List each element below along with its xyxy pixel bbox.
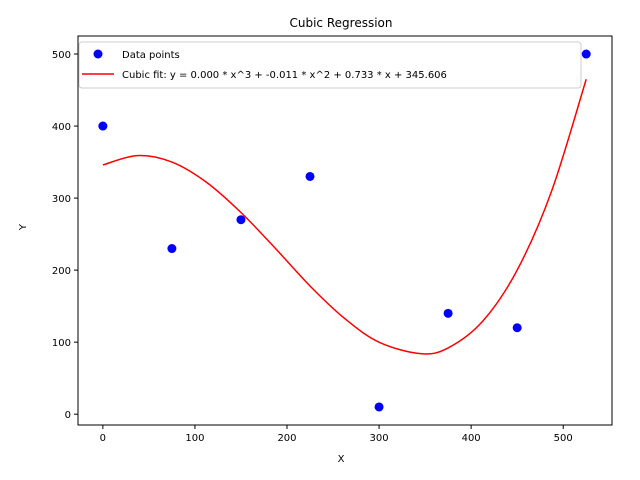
x-tick-label: 0: [100, 433, 106, 444]
y-axis-label: Y: [18, 223, 29, 231]
x-tick-label: 200: [277, 433, 296, 444]
x-tick-label: 100: [185, 433, 204, 444]
legend-marker-data-points: [93, 49, 103, 59]
data-point: [374, 402, 384, 412]
chart-title: Cubic Regression: [290, 16, 393, 30]
data-point: [443, 308, 453, 318]
legend: Data points Cubic fit: y = 0.000 * x^3 +…: [78, 41, 582, 89]
y-tick-label: 400: [52, 122, 71, 133]
x-tick-label: 500: [554, 433, 573, 444]
data-point: [236, 215, 246, 225]
plot-frame: [77, 35, 613, 426]
y-tick-label: 300: [52, 194, 71, 205]
data-point: [512, 323, 522, 333]
data-point: [581, 49, 591, 59]
cubic-fit-line: [102, 79, 587, 355]
legend-box: [78, 41, 582, 89]
x-axis-label: X: [338, 454, 345, 465]
x-tick-label: 300: [370, 433, 389, 444]
legend-label-data-points: Data points: [122, 50, 180, 61]
legend-label-cubic-fit: Cubic fit: y = 0.000 * x^3 + -0.011 * x^…: [122, 70, 447, 81]
x-tick-label: 400: [462, 433, 481, 444]
plot-area: [78, 36, 612, 425]
y-tick-label: 0: [65, 410, 71, 421]
y-tick-label: 200: [52, 266, 71, 277]
data-point: [98, 121, 108, 131]
data-point: [305, 171, 315, 181]
data-point: [167, 244, 177, 254]
y-tick-label: 100: [52, 338, 71, 349]
y-tick-label: 500: [52, 50, 71, 61]
